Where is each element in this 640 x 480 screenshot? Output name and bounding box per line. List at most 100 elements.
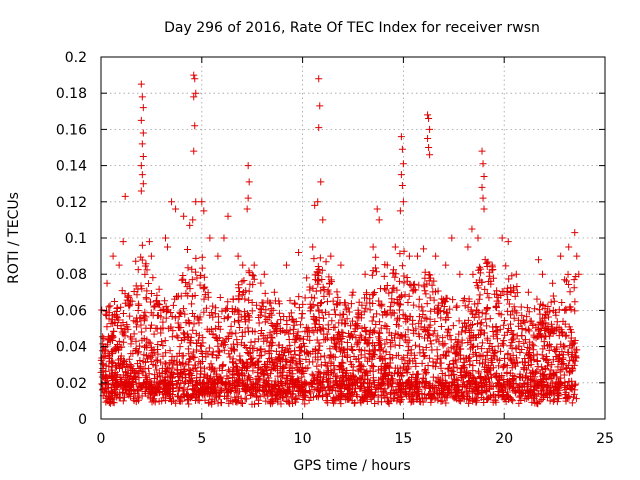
data-point xyxy=(141,270,149,278)
data-point xyxy=(137,162,145,170)
data-point xyxy=(310,315,318,323)
data-point xyxy=(214,352,222,360)
data-point xyxy=(134,307,142,315)
data-point xyxy=(138,241,146,249)
data-point xyxy=(228,374,236,382)
data-point xyxy=(404,326,412,334)
data-point xyxy=(331,373,339,381)
data-point xyxy=(448,378,456,386)
data-point xyxy=(568,344,576,352)
data-point xyxy=(512,270,520,278)
data-point xyxy=(570,276,578,284)
data-point xyxy=(372,253,380,261)
data-point xyxy=(543,382,551,390)
data-point xyxy=(429,358,437,366)
data-point xyxy=(249,281,257,289)
data-point xyxy=(164,243,172,251)
data-point xyxy=(103,323,111,331)
data-point xyxy=(339,371,347,379)
data-point xyxy=(442,352,450,360)
data-point xyxy=(442,399,450,407)
data-point xyxy=(121,192,129,200)
data-point xyxy=(350,399,358,407)
data-point xyxy=(331,310,339,318)
data-point xyxy=(538,351,546,359)
data-point xyxy=(216,294,224,302)
data-point xyxy=(163,306,171,314)
y-tick-label: 0.14 xyxy=(56,159,87,175)
data-point xyxy=(356,375,364,383)
data-point xyxy=(150,303,158,311)
data-point xyxy=(234,317,242,325)
data-point xyxy=(364,375,372,383)
data-point xyxy=(275,297,283,305)
data-point xyxy=(517,374,525,382)
data-point xyxy=(120,358,128,366)
data-point xyxy=(507,311,515,319)
data-point xyxy=(228,381,236,389)
data-point xyxy=(260,270,268,278)
data-point xyxy=(260,370,268,378)
data-point xyxy=(319,391,327,399)
data-point xyxy=(318,266,326,274)
data-point xyxy=(121,325,129,333)
data-point xyxy=(108,315,116,323)
data-point xyxy=(313,336,321,344)
data-point xyxy=(464,316,472,324)
data-point xyxy=(117,360,125,368)
data-point xyxy=(421,323,429,331)
data-point xyxy=(169,301,177,309)
data-point xyxy=(106,399,114,407)
data-point xyxy=(337,400,345,408)
data-point xyxy=(297,386,305,394)
data-point xyxy=(258,366,266,374)
data-point xyxy=(161,360,169,368)
data-point xyxy=(143,287,151,295)
data-point xyxy=(500,362,508,370)
data-point xyxy=(172,399,180,407)
data-point xyxy=(325,367,333,375)
data-point xyxy=(236,379,244,387)
data-point xyxy=(180,305,188,313)
data-point xyxy=(544,362,552,370)
data-point xyxy=(430,296,438,304)
x-axis-title: GPS time / hours xyxy=(293,458,410,474)
data-point xyxy=(174,387,182,395)
data-point xyxy=(200,295,208,303)
data-point xyxy=(130,330,138,338)
data-point xyxy=(347,300,355,308)
data-point xyxy=(146,298,154,306)
data-point xyxy=(162,314,170,322)
data-point xyxy=(253,301,261,309)
data-point xyxy=(369,377,377,385)
data-point xyxy=(98,373,106,381)
data-point xyxy=(188,292,196,300)
data-point xyxy=(108,388,116,396)
data-point xyxy=(228,368,236,376)
data-point xyxy=(315,370,323,378)
data-point xyxy=(504,349,512,357)
data-point xyxy=(500,317,508,325)
data-point xyxy=(276,309,284,317)
data-point xyxy=(478,183,486,191)
data-point xyxy=(561,276,569,284)
data-point xyxy=(482,387,490,395)
data-point xyxy=(375,376,383,384)
data-point xyxy=(194,396,202,404)
data-point xyxy=(573,252,581,260)
data-point xyxy=(491,347,499,355)
data-point xyxy=(184,317,192,325)
data-point xyxy=(405,292,413,300)
data-point xyxy=(396,207,404,215)
data-point xyxy=(397,293,405,301)
data-point xyxy=(329,383,337,391)
data-point xyxy=(545,326,553,334)
data-point xyxy=(468,377,476,385)
data-point xyxy=(232,385,240,393)
data-point xyxy=(495,362,503,370)
data-point xyxy=(306,336,314,344)
data-point xyxy=(275,353,283,361)
data-point xyxy=(148,290,156,298)
data-point xyxy=(433,305,441,313)
data-point xyxy=(286,297,294,305)
